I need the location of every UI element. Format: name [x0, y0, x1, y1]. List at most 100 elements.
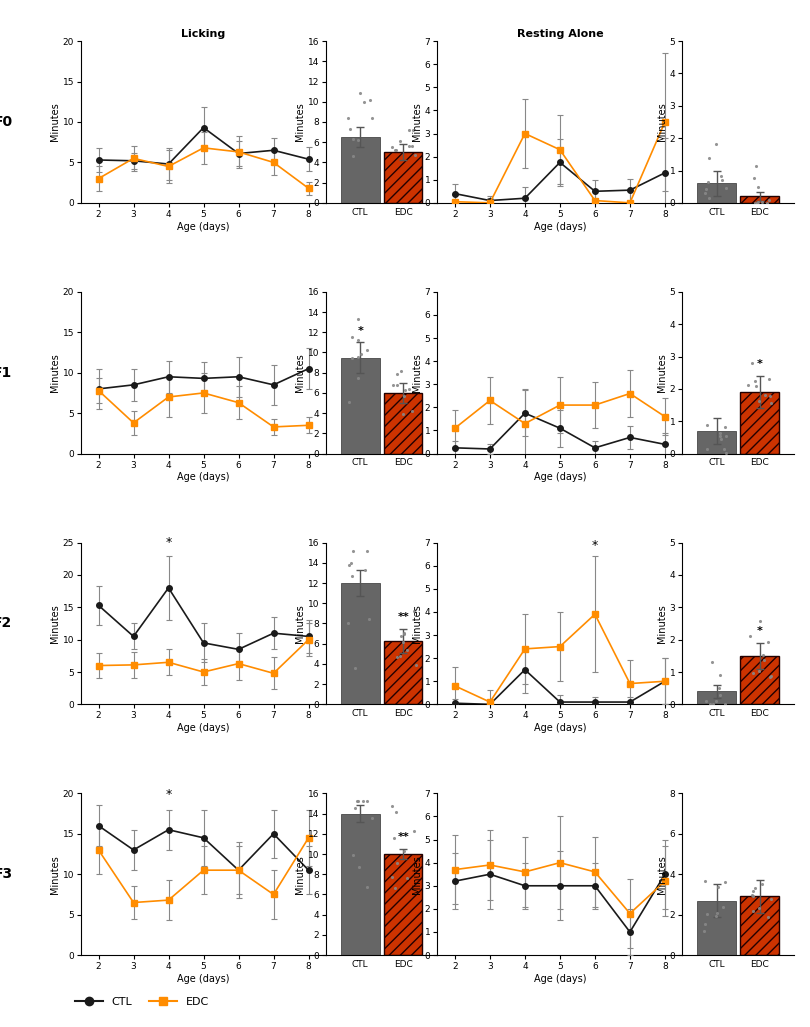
Point: [390, 366, 403, 382]
Y-axis label: Minutes: Minutes: [657, 604, 667, 643]
Point: [699, 181, 712, 197]
Point: [397, 634, 410, 650]
Point: [758, 651, 771, 668]
Point: [351, 793, 364, 809]
Bar: [341, 357, 380, 454]
Point: [748, 373, 761, 389]
Point: [394, 627, 407, 644]
Y-axis label: Minutes: Minutes: [295, 604, 305, 643]
Point: [718, 696, 731, 713]
Point: [386, 798, 399, 814]
Point: [388, 830, 401, 846]
Point: [749, 377, 762, 393]
Point: [389, 142, 402, 158]
Y-axis label: Minutes: Minutes: [295, 103, 305, 142]
Point: [345, 568, 358, 584]
Point: [361, 793, 374, 809]
Point: [403, 122, 416, 139]
Title: Resting Alone: Resting Alone: [517, 29, 603, 39]
Point: [710, 908, 723, 924]
Point: [761, 194, 774, 211]
Text: *: *: [757, 359, 762, 370]
Point: [408, 147, 421, 163]
Bar: [697, 901, 736, 955]
Point: [347, 131, 360, 148]
Point: [717, 899, 730, 915]
Y-axis label: Minutes: Minutes: [49, 353, 60, 392]
Point: [403, 381, 416, 397]
Point: [718, 874, 731, 890]
X-axis label: Age (days): Age (days): [534, 723, 586, 733]
Point: [351, 311, 364, 328]
Point: [390, 377, 403, 393]
Point: [710, 693, 723, 710]
Text: F2: F2: [0, 616, 12, 631]
Point: [351, 793, 364, 809]
Point: [758, 387, 771, 404]
Point: [401, 869, 414, 885]
Text: *: *: [165, 789, 172, 801]
Point: [765, 668, 778, 684]
Point: [764, 387, 777, 404]
Point: [711, 879, 724, 896]
Y-axis label: Minutes: Minutes: [412, 103, 422, 142]
Bar: [384, 641, 422, 705]
Point: [763, 191, 776, 207]
Y-axis label: Minutes: Minutes: [295, 854, 305, 893]
Text: **: **: [397, 833, 409, 842]
Point: [762, 371, 775, 387]
Point: [364, 92, 377, 109]
Point: [389, 142, 402, 158]
Point: [352, 349, 365, 366]
Bar: [341, 583, 380, 705]
Point: [746, 887, 759, 904]
Point: [714, 425, 727, 442]
Point: [701, 417, 714, 433]
Point: [752, 662, 765, 679]
X-axis label: Age (days): Age (days): [177, 222, 230, 231]
X-axis label: Age (days): Age (days): [177, 974, 230, 984]
Bar: [697, 691, 736, 705]
Y-axis label: Minutes: Minutes: [49, 854, 60, 893]
Point: [746, 887, 759, 904]
Point: [752, 392, 765, 409]
Point: [719, 180, 732, 196]
Text: F3: F3: [0, 867, 12, 881]
X-axis label: Age (days): Age (days): [534, 472, 586, 483]
Y-axis label: Minutes: Minutes: [657, 854, 667, 893]
Point: [394, 132, 407, 149]
X-axis label: Age (days): Age (days): [177, 723, 230, 733]
Point: [751, 194, 764, 211]
Point: [407, 121, 420, 138]
Point: [394, 648, 407, 664]
Point: [386, 869, 399, 885]
Point: [399, 382, 411, 398]
Point: [354, 346, 367, 363]
Point: [718, 441, 731, 457]
Point: [347, 846, 360, 863]
Point: [764, 670, 777, 686]
Bar: [384, 393, 422, 454]
Point: [745, 354, 758, 371]
Bar: [384, 854, 422, 955]
Point: [390, 648, 403, 664]
Bar: [697, 431, 736, 454]
Point: [704, 696, 717, 713]
Point: [398, 624, 411, 641]
Text: **: **: [397, 612, 409, 622]
Point: [407, 603, 420, 619]
Point: [719, 445, 732, 461]
Point: [748, 880, 761, 897]
Point: [714, 168, 727, 185]
Point: [761, 634, 774, 650]
Point: [756, 194, 769, 211]
Y-axis label: Minutes: Minutes: [657, 103, 667, 142]
Point: [403, 138, 416, 154]
Point: [352, 370, 365, 386]
Point: [395, 363, 408, 379]
Bar: [740, 196, 778, 203]
Y-axis label: Minutes: Minutes: [49, 103, 60, 142]
Point: [398, 842, 411, 859]
Point: [347, 148, 360, 164]
Point: [348, 800, 361, 816]
